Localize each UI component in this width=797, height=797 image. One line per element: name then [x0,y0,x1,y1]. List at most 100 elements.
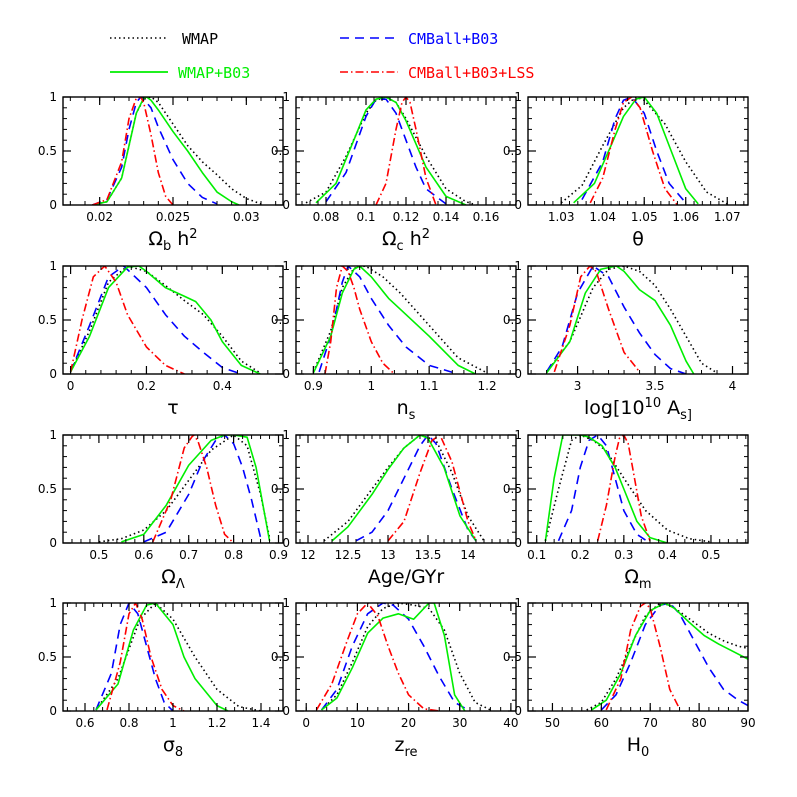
x-tick-label: 0.4 [213,379,232,393]
plot-frame [62,434,284,544]
x-tick-label: 1.06 [672,210,699,224]
x-tick-label: 1.05 [631,210,658,224]
x-tick-label: 3 [574,379,582,393]
series-line-cmball-b03 [95,603,174,711]
panel-: 0 0.2 0.4 0 0.5 1 τ [38,259,284,419]
panel-h-0: 50 60 70 80 90 0 0.5 1 H0​ [503,596,756,760]
x-tick-label: 0.4 [658,548,677,562]
legend: WMAP CMBall+B03 WMAP+B03 CMBall+B03+LSS [110,30,534,82]
y-tick-label: 0 [49,704,57,718]
x-tick-label: 0.2 [137,379,156,393]
y-tick-label: 0 [49,198,57,212]
series-line-cmball-b03 [600,603,748,711]
series-line-cmball-b03 [545,266,687,374]
x-tick-label: 12 [300,548,315,562]
series-line-wmap-b03 [92,97,240,205]
x-tick-label: 0.1 [527,548,546,562]
series-line-wmap-b03 [121,435,271,543]
series-line-wmap [312,266,488,374]
y-tick-label: 0.5 [503,650,522,664]
x-tick-label: 1.1 [420,379,439,393]
series-line-wmap [95,603,262,711]
plot-frame [295,96,517,206]
series-line-wmap-b03 [544,435,668,543]
legend-label-cmball-b03: CMBall+B03 [408,30,498,48]
x-tick-label: 1.2 [478,379,497,393]
y-tick-label: 0 [49,367,57,381]
x-tick-label: 0.6 [75,716,94,730]
x-axis-label: ΩΛ​ [161,566,185,592]
y-tick-label: 1 [282,259,290,273]
x-tick-label: 0.8 [224,548,243,562]
x-axis-label: ns​ [397,397,416,423]
plot-frame [527,96,749,206]
series-line-cmball-b03 [143,435,262,543]
plot-frame [527,265,749,375]
series-line-cmball-b03-lss [605,603,681,711]
y-tick-label: 0.5 [503,313,522,327]
x-tick-label: 70 [643,716,658,730]
legend-label-cmball-b03-lss: CMBall+B03+LSS [408,64,534,82]
x-tick-label: 13 [380,548,395,562]
x-axis-label: θ [632,228,644,250]
y-tick-label: 0.5 [38,144,57,158]
x-axis-label: zre​ [394,734,417,760]
series-line-wmap-b03 [69,266,261,374]
x-tick-label: 0.2 [571,548,590,562]
series-line-wmap-b03 [312,266,476,374]
x-tick-label: 1.03 [548,210,575,224]
legend-label-wmap-b03: WMAP+B03 [178,64,250,82]
y-tick-label: 1 [514,596,522,610]
series-line-wmap-b03 [315,97,467,205]
x-tick-label: 4 [729,379,737,393]
x-tick-label: 0.8 [119,716,138,730]
series-line-cmball-b03-lss [69,266,185,374]
y-tick-label: 0.5 [38,313,57,327]
x-tick-label: 1.07 [714,210,741,224]
x-tick-label: 40 [503,716,518,730]
x-axis-label: σ8​ [163,734,183,760]
y-tick-label: 1 [49,259,57,273]
series-line-cmball-b03 [318,266,459,374]
series-line-wmap [305,97,477,205]
x-tick-label: 1.04 [589,210,616,224]
series-line-wmap [321,603,491,711]
panel-log-10-10-a-s: 3 3.5 4 0 0.5 1 log[1010​ As]​ [503,259,749,423]
panel-b-h-2: 0.02 0.025 0.03 0 0.5 1 Ωb​ h2​ [38,90,284,254]
x-tick-label: 0.9 [304,379,323,393]
plot-frame [295,434,517,544]
y-tick-label: 0 [49,536,57,550]
y-tick-label: 0 [514,704,522,718]
x-tick-label: 3.5 [645,379,664,393]
x-tick-label: 14 [460,548,475,562]
x-tick-label: 0.5 [89,548,108,562]
x-axis-label: τ [167,397,178,419]
x-tick-label: 1.2 [207,716,226,730]
x-tick-label: 20 [401,716,416,730]
y-tick-label: 0 [282,367,290,381]
panel-age-gyr: 12 12.5 13 13.5 14 0 0.5 1 Age/GYr [271,428,517,588]
x-axis-label: H0​ [627,734,650,760]
x-tick-label: 30 [452,716,467,730]
y-tick-label: 0.5 [271,144,290,158]
y-tick-label: 0.5 [271,650,290,664]
x-tick-label: 0 [302,716,310,730]
x-tick-label: 0.08 [313,210,340,224]
series-line-cmball-b03 [69,266,242,374]
series-line-cmball-b03-lss [375,97,437,205]
series-line-cmball-b03-lss [92,97,174,205]
series-line-wmap [544,435,712,543]
series-line-wmap [545,266,718,374]
series-line-cmball-b03-lss [589,97,679,205]
y-tick-label: 0 [282,198,290,212]
x-tick-label: 1.4 [251,716,270,730]
x-tick-label: 0.16 [473,210,500,224]
x-tick-label: 1 [169,716,177,730]
y-tick-label: 1 [282,90,290,104]
x-tick-label: 0.12 [393,210,420,224]
x-tick-label: 0.1 [356,210,375,224]
series-line-wmap [586,603,748,711]
